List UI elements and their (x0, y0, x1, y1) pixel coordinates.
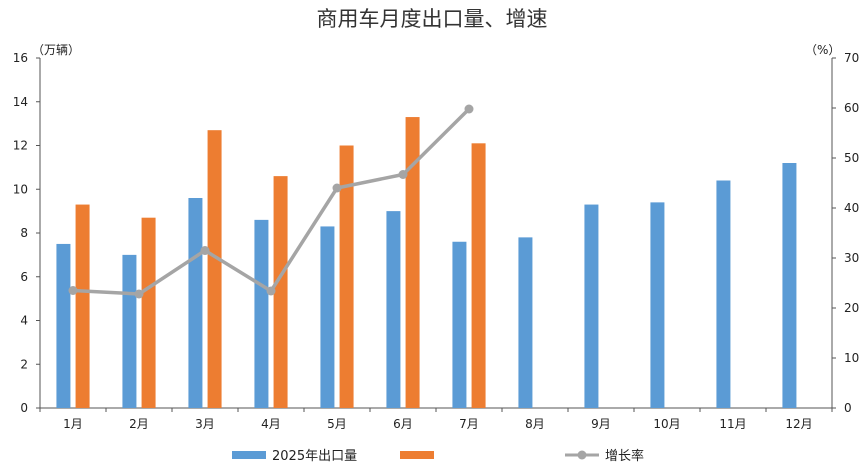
left-tick-label: 10 (13, 182, 28, 196)
left-tick-label: 6 (20, 270, 28, 284)
x-tick-label: 4月 (261, 417, 281, 431)
growth-rate-point (200, 246, 210, 255)
legend: 2025年出口量 增长率 (232, 448, 644, 464)
bar-series-2 (75, 204, 90, 408)
left-tick-label: 8 (20, 226, 28, 240)
growth-rate-point (266, 286, 276, 296)
bar-series-1 (56, 243, 71, 408)
x-tick-label: 8月 (525, 417, 545, 431)
bar-series-1 (782, 163, 797, 408)
growth-rate-point (332, 183, 342, 193)
bar-series-1 (452, 241, 467, 408)
right-tick-label: 50 (844, 151, 859, 165)
x-tick-label: 5月 (327, 417, 347, 431)
bar-series-2 (405, 117, 420, 408)
x-tick-label: 7月 (459, 417, 479, 431)
right-tick-label: 30 (844, 251, 859, 265)
bars-layer (56, 117, 797, 408)
left-tick-label: 2 (20, 357, 28, 371)
left-tick-label: 16 (13, 51, 28, 65)
legend-marker (577, 450, 587, 460)
chart-title: 商用车月度出口量、增速 (317, 7, 548, 31)
right-tick-label: 70 (844, 51, 859, 65)
bar-series-1 (122, 254, 137, 408)
x-tick-label: 11月 (719, 417, 746, 431)
bar-series-1 (254, 219, 269, 408)
right-axis-unit: （%） (805, 43, 840, 57)
left-tick-label: 12 (13, 139, 28, 153)
bar-series-1 (188, 198, 203, 408)
left-tick-label: 0 (20, 401, 28, 415)
right-tick-label: 0 (844, 401, 852, 415)
left-tick-label: 4 (20, 314, 28, 328)
left-axis-unit: （万辆） (32, 43, 80, 57)
axes-layer (36, 57, 836, 412)
legend-label: 2025年出口量 (272, 449, 357, 464)
bar-series-1 (518, 237, 533, 408)
bar-series-2 (471, 143, 486, 408)
bar-series-1 (716, 180, 731, 408)
legend-swatch (400, 451, 434, 459)
right-tick-label: 20 (844, 301, 859, 315)
legend-swatch (232, 451, 266, 459)
bar-series-1 (584, 204, 599, 408)
tick-label-layer: 0 2 4 6 8 10 12 14 16 0 10 20 30 40 50 60 70 1月 2月 3月 4月 5月 6月… (13, 51, 860, 431)
bar-series-1 (386, 211, 401, 408)
x-tick-label: 2月 (129, 417, 149, 431)
legend-label: 增长率 (605, 448, 644, 464)
bar-series-1 (650, 202, 665, 408)
right-tick-label: 60 (844, 101, 859, 115)
growth-rate-point (398, 170, 408, 179)
left-tick-label: 14 (13, 95, 28, 109)
bar-series-2 (339, 145, 354, 408)
growth-rate-point (68, 286, 78, 295)
right-tick-label: 10 (844, 351, 859, 365)
bar-series-1 (320, 226, 335, 408)
x-tick-label: 12月 (785, 417, 812, 431)
x-tick-label: 9月 (591, 417, 611, 431)
bar-series-2 (273, 176, 288, 408)
bar-series-2 (207, 130, 222, 408)
line-layer (68, 104, 474, 299)
bar-series-2 (141, 217, 156, 408)
x-tick-label: 10月 (653, 417, 680, 431)
x-tick-label: 1月 (63, 417, 83, 431)
growth-rate-point (134, 289, 144, 299)
x-tick-label: 6月 (393, 417, 413, 431)
x-tick-label: 3月 (195, 417, 215, 431)
right-tick-label: 40 (844, 201, 859, 215)
growth-rate-point (464, 104, 474, 114)
